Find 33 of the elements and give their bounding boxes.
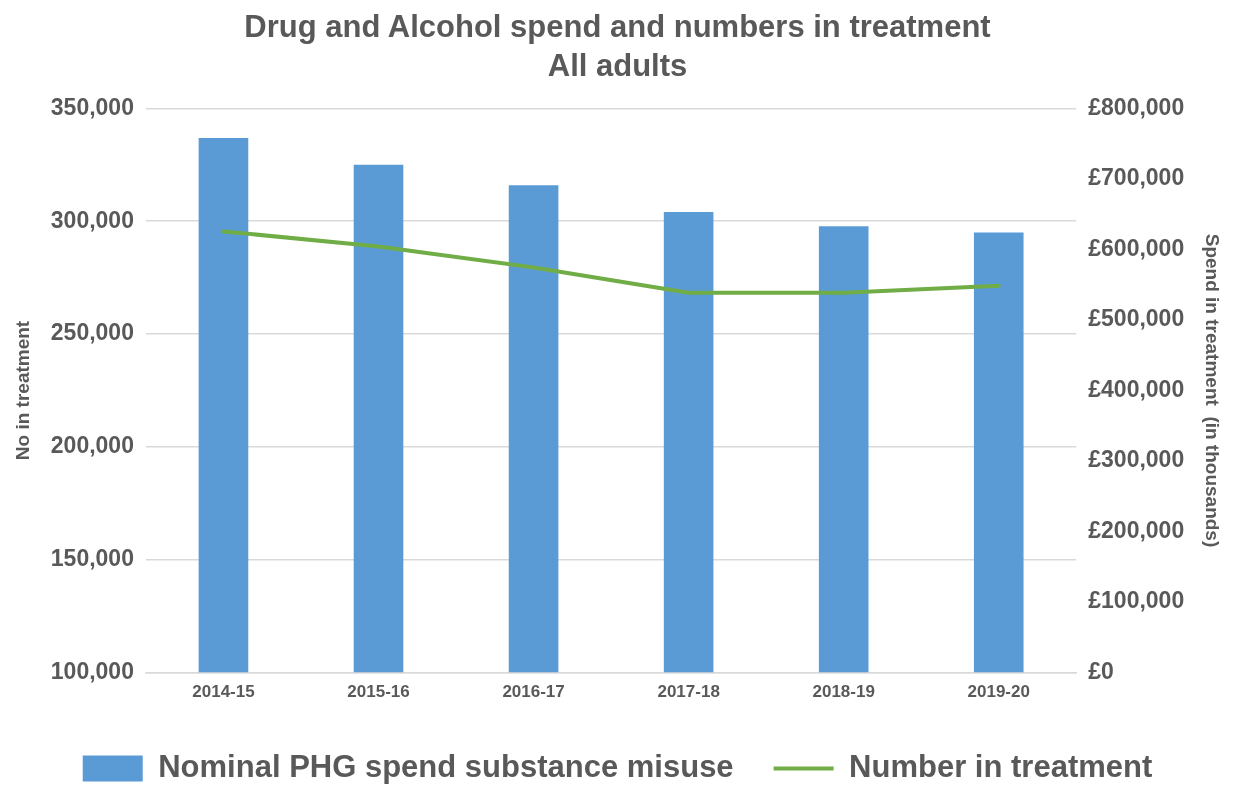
y-tick-label: 300,000 <box>50 206 134 233</box>
y2-tick-label: £100,000 <box>1088 587 1185 614</box>
legend-label: Nominal PHG spend substance misuse <box>158 749 734 785</box>
y2-axis-title: Spend in treatment (in thousands) <box>1202 233 1224 548</box>
chart-subtitle: All adults <box>547 48 688 84</box>
x-tick-label: 2018-19 <box>812 682 875 702</box>
y2-tick-label: £700,000 <box>1088 164 1185 191</box>
y2-tick-label: £500,000 <box>1088 305 1185 332</box>
bar <box>353 164 404 673</box>
legend-label: Number in treatment <box>849 749 1153 785</box>
bar <box>818 226 869 673</box>
bar <box>663 212 714 673</box>
y-tick-label: 350,000 <box>50 93 134 120</box>
y-tick-label: 100,000 <box>50 657 134 684</box>
y2-tick-label: £200,000 <box>1088 516 1185 543</box>
x-tick-label: 2017-18 <box>657 682 720 702</box>
x-tick-label: 2019-20 <box>967 682 1030 702</box>
y2-tick-label: £800,000 <box>1088 93 1185 120</box>
bar <box>508 185 559 673</box>
y-axis-title: No in treatment <box>11 320 33 461</box>
x-tick-label: 2016-17 <box>502 682 565 702</box>
chart-title: Drug and Alcohol spend and numbers in treatment <box>244 9 991 45</box>
bar <box>973 232 1024 673</box>
y2-tick-label: £600,000 <box>1088 234 1185 261</box>
x-tick-label: 2014-15 <box>192 682 255 702</box>
y-tick-label: 200,000 <box>50 432 134 459</box>
y2-tick-label: £300,000 <box>1088 446 1185 473</box>
x-tick-label: 2015-16 <box>347 682 410 702</box>
y-tick-label: 250,000 <box>50 319 134 346</box>
y2-tick-label: £0 <box>1088 657 1114 684</box>
y2-tick-label: £400,000 <box>1088 375 1185 402</box>
y-tick-label: 150,000 <box>50 545 134 572</box>
bar <box>198 138 249 673</box>
